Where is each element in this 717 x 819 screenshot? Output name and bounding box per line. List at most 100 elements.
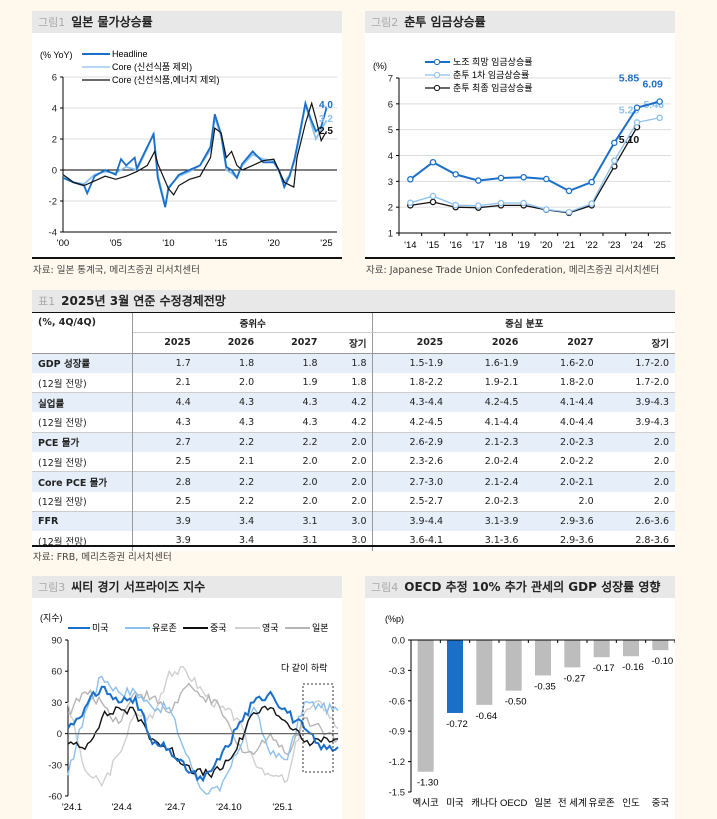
table-cell: 2.3-2.6: [372, 452, 450, 472]
table-cell: 4.2: [323, 392, 373, 413]
fomc-projection-table: (%, 4Q/4Q) 중위수 중심 분포 2025 2026 2027 장기 2025 2…: [32, 313, 675, 551]
chart2-point: [475, 202, 482, 209]
table-cell: 3.1: [302, 535, 318, 547]
chart1-end-label: 3.2: [319, 114, 333, 125]
table-cell: 4.4: [132, 392, 197, 413]
table-cell: 3.6-4.1: [372, 531, 450, 551]
table-cell: 2.7-3.0: [372, 471, 450, 492]
chart2-data-label: 6.09: [642, 79, 663, 91]
table-cell: 2.0: [599, 471, 675, 492]
table-cell: 2.0: [653, 495, 669, 507]
table-cell: 2.1-2.4: [449, 471, 525, 492]
chart4-data-label: -0.10: [652, 656, 674, 667]
table-col-header: 2025: [164, 337, 191, 349]
table-cell: 4.0-4.4: [560, 416, 594, 428]
chart4-data-label: -0.72: [446, 719, 468, 730]
chart2-ytick-label: 4: [388, 151, 393, 162]
table-row-label: Core PCE 물가: [32, 471, 133, 492]
chart1-legend-label: Core (신선식품,에너지 제외): [112, 74, 220, 85]
table-cell: 2.7: [132, 431, 197, 453]
table-cell: 1.5-1.9: [372, 353, 450, 373]
chart4-bar: [447, 640, 463, 713]
table-cell: 3.9-4.3: [599, 392, 675, 413]
chart3-ytick-label: 90: [51, 636, 62, 647]
table-cell: 1.8-2.0: [560, 377, 594, 389]
chart1-legend-label: Headline: [112, 49, 148, 59]
chart2-point: [588, 178, 595, 186]
chart3-xtick-label: '24.4: [111, 802, 131, 813]
chart1-series-2: [62, 101, 328, 196]
chart3-series-line: [67, 665, 339, 788]
chart2-point: [588, 200, 595, 207]
chart2-legend-marker: [433, 71, 441, 79]
chart3-ytick-label: 30: [51, 698, 62, 709]
table-cell: 1.8: [351, 377, 367, 389]
table-cell: 4.3: [196, 392, 261, 413]
chart2-ylabel: (%): [373, 61, 387, 71]
japan-cpi-chart: 6 4 2 0 -2 -4'00 '05 '10 '15 '20 '25 (% YoY) Headlin…: [40, 49, 337, 249]
figure3-panel: 그림3 씨티 경기 서프라이즈 지수 90 60 30 0 -30 -60'24.1 '24.…: [32, 576, 342, 819]
chart4-ytick-label: 0.0: [392, 636, 405, 647]
table-cell: 2.5: [175, 495, 191, 507]
table-row: GDP 성장률 1.7 1.8 1.8 1.8 1.5-1.9 1.6-1.9 1.6-2.0…: [32, 353, 675, 373]
table-cell: 1.8: [196, 353, 261, 373]
figure2-panel: 그림2 춘투 임금상승률 7 6 5 4 3 2 1 '14 '15 '16 '17 '18 '19 '20…: [365, 11, 675, 258]
table-col-header: 장기: [349, 338, 367, 350]
chart4-bar: [652, 640, 669, 651]
chart1-xtick-label: '20: [268, 238, 280, 249]
chart2-xtick-label: '16: [449, 240, 461, 251]
chart4-category-label: 일본: [534, 798, 552, 809]
chart2-point: [520, 173, 527, 181]
figure2-source: 자료: Japanese Trade Union Confederation, …: [366, 265, 660, 276]
table-cell: 2.0: [323, 471, 373, 492]
chart2-xtick-label: '18: [495, 240, 507, 251]
table-cell: 1.9: [302, 377, 318, 389]
table-col-header: 장기: [651, 338, 669, 350]
chart3-ytick-label: 0: [57, 729, 62, 740]
table-cell: 4.3: [239, 416, 255, 428]
chart4-bar: [593, 640, 610, 658]
table-row-label: (12월 전망): [32, 531, 133, 551]
chart4-ylabel: (%p): [385, 614, 404, 624]
chart1-xtick-label: '10: [162, 238, 174, 249]
table-cell: 2.1: [239, 456, 255, 468]
chart2-ytick-label: 6: [388, 99, 393, 110]
chart4-category-label: OECD: [500, 798, 528, 809]
table-cell: 4.1-4.4: [524, 392, 600, 413]
table-cell: 4.3: [302, 416, 318, 428]
table-row-label: 실업률: [32, 392, 133, 413]
table-cell: 4.2-4.5: [449, 392, 525, 413]
table-cell: 2.1-2.3: [449, 431, 525, 453]
chart2-point: [452, 171, 459, 178]
table-cell: 2.2: [239, 495, 255, 507]
chart1-series-1: [62, 104, 328, 206]
chart1-xtick-label: '00: [57, 238, 69, 249]
chart2-point: [520, 199, 527, 207]
table-cell: 2.0: [653, 456, 669, 468]
figure1-source: 자료: 일본 통계국, 메리츠증권 리서치센터: [33, 265, 200, 276]
chart4-data-label: -0.50: [505, 697, 527, 708]
table-cell: 3.4: [196, 510, 261, 532]
chart4-data-label: -0.16: [622, 662, 644, 673]
table-row-label: (12월 전망): [32, 412, 133, 433]
table-cell: 2.0: [323, 431, 373, 453]
chart2-xtick-label: '14: [404, 240, 416, 251]
chart4-bar: [564, 640, 581, 668]
chart2-xtick-label: '20: [540, 240, 552, 251]
table-cell: 3.9-4.3: [635, 416, 669, 428]
table-cell: 2.0: [302, 456, 318, 468]
chart3-annotation: 다 같이 하락: [281, 662, 327, 673]
table-cell: 2.0: [302, 495, 318, 507]
chart2-ytick-label: 7: [388, 74, 393, 85]
chart1-ytick-label: -2: [49, 197, 57, 208]
chart3-legend-label: 일본: [312, 623, 329, 633]
figure1-rule: [32, 257, 342, 259]
chart4-category-label: 중국: [652, 798, 670, 809]
chart2-data-label: 5.10: [619, 134, 640, 146]
table-cell: 2.2: [196, 431, 261, 453]
chart3-highlight-box: [302, 683, 334, 773]
table-cell: 3.1-3.9: [449, 510, 525, 532]
table-cell: 1.8: [323, 353, 373, 373]
table-cell: 2.1: [175, 377, 191, 389]
table-row: (12월 전망) 3.9 3.4 3.1 3.0 3.6-4.1 3.1-3.6 2.9-3.…: [32, 531, 675, 551]
